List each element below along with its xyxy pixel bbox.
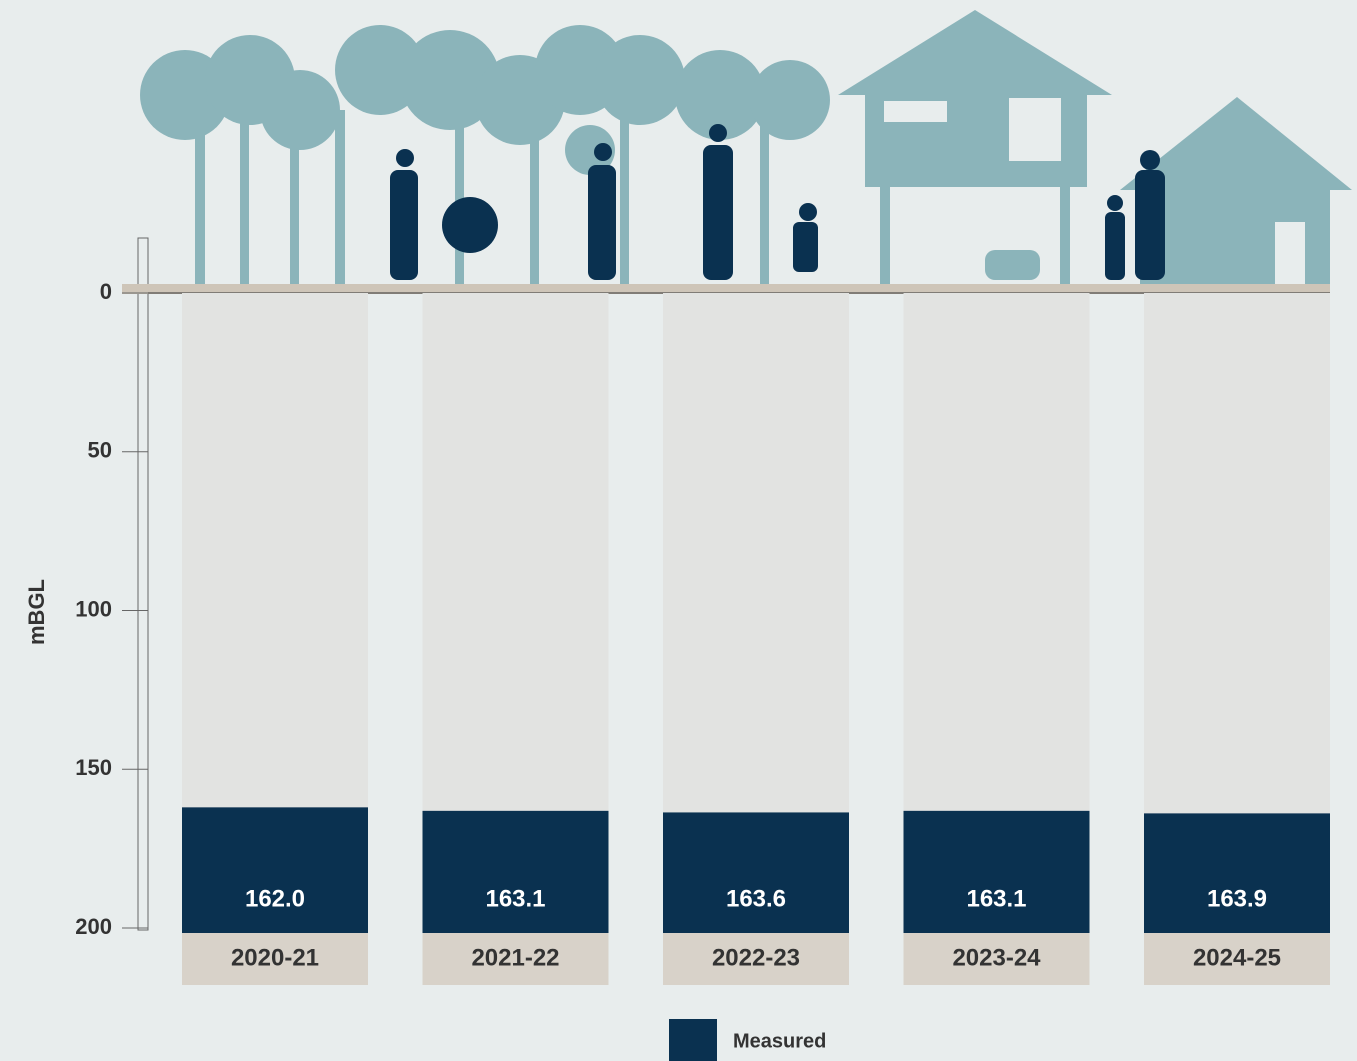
value-label: 163.9	[1207, 885, 1267, 912]
bar	[904, 811, 1090, 933]
y-tick-label: 0	[100, 279, 112, 304]
bar	[182, 807, 368, 933]
x-tick-label: 2023-24	[952, 944, 1041, 971]
value-label: 163.1	[485, 885, 545, 912]
legend-label: Measured	[733, 1030, 826, 1052]
bar	[1144, 813, 1330, 933]
bar	[663, 812, 849, 933]
x-tick-label: 2021-22	[471, 944, 559, 971]
legend: Measured	[669, 1019, 826, 1061]
value-label: 163.6	[726, 885, 786, 912]
y-tick-label: 200	[75, 914, 112, 939]
y-tick-label: 50	[88, 438, 112, 463]
axis-frame	[138, 238, 148, 930]
y-axis-label: mBGL	[24, 579, 49, 645]
value-label: 163.1	[966, 885, 1026, 912]
y-tick-label: 100	[75, 596, 112, 621]
x-tick-label: 2024-25	[1193, 944, 1281, 971]
chart: mBGL Measured 0 50 100 150 200 162.0 2020-21 16…	[0, 0, 1357, 1061]
scenery	[140, 10, 1352, 285]
bar	[423, 811, 609, 933]
y-tick-label: 150	[75, 755, 112, 780]
legend-swatch	[669, 1019, 717, 1061]
x-tick-label: 2020-21	[231, 944, 319, 971]
x-tick-label: 2022-23	[712, 944, 800, 971]
value-label: 162.0	[245, 885, 305, 912]
